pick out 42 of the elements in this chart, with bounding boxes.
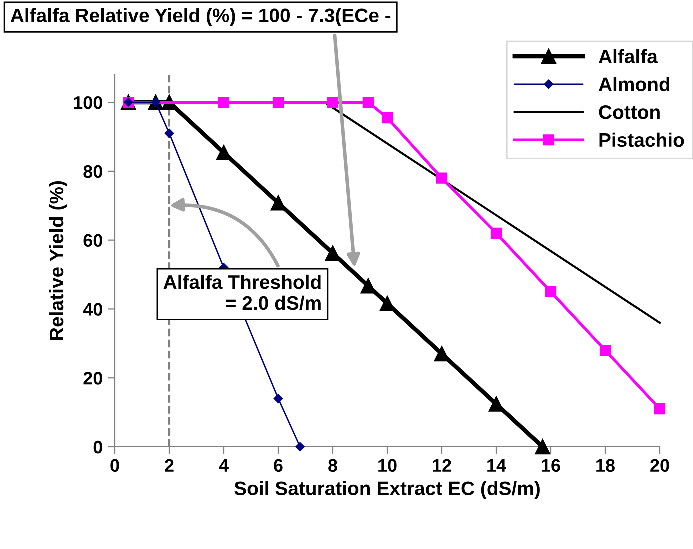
point bbox=[274, 394, 284, 404]
y-tick-label: 40 bbox=[83, 303, 102, 316]
x-tick-label: 10 bbox=[378, 459, 397, 472]
point bbox=[436, 172, 448, 184]
legend-label: Alfalfa bbox=[598, 49, 658, 64]
point bbox=[362, 97, 374, 108]
x-tick-label: 20 bbox=[650, 459, 670, 472]
x-tick-label: 0 bbox=[110, 459, 120, 472]
annotation: Alfalfa Relative Yield (%) = 100 - 7.3(ECe - bbox=[10, 8, 391, 26]
point bbox=[296, 442, 305, 452]
y-tick-label: 0 bbox=[94, 440, 102, 454]
x-tick-label: 14 bbox=[488, 459, 506, 472]
y-tick-label: 100 bbox=[74, 96, 102, 110]
point bbox=[600, 345, 612, 356]
legend-label: Almond bbox=[598, 77, 670, 92]
x-tick-label: 2 bbox=[165, 459, 174, 472]
point bbox=[535, 439, 550, 455]
point bbox=[164, 128, 174, 138]
y-tick-label: 80 bbox=[84, 165, 102, 178]
point bbox=[488, 396, 504, 412]
y-axis-title: Relative Yield (%) bbox=[49, 181, 68, 340]
legend-label: Cotton bbox=[599, 106, 660, 120]
point bbox=[490, 228, 502, 239]
x-tick-label: 8 bbox=[328, 459, 338, 472]
x-tick-label: 12 bbox=[433, 459, 452, 472]
point bbox=[382, 112, 394, 124]
y-tick-label: 60 bbox=[84, 234, 102, 248]
point bbox=[218, 97, 230, 108]
point bbox=[270, 195, 286, 211]
point bbox=[654, 404, 666, 415]
x-axis-title: Soil Saturation Extract EC (dS/m) bbox=[234, 481, 540, 500]
legend-label: Pistachio bbox=[600, 132, 684, 148]
y-tick-label: 20 bbox=[84, 372, 102, 385]
x-tick-label: 6 bbox=[274, 459, 283, 472]
point bbox=[434, 346, 450, 362]
annotation: Alfalfa Threshold = 2.0 dS/m bbox=[164, 274, 321, 310]
x-tick-label: 4 bbox=[219, 459, 229, 472]
x-tick-label: 16 bbox=[542, 459, 560, 472]
point bbox=[327, 97, 339, 108]
x-tick-label: 18 bbox=[596, 459, 615, 472]
point bbox=[545, 286, 557, 298]
point bbox=[272, 97, 284, 108]
